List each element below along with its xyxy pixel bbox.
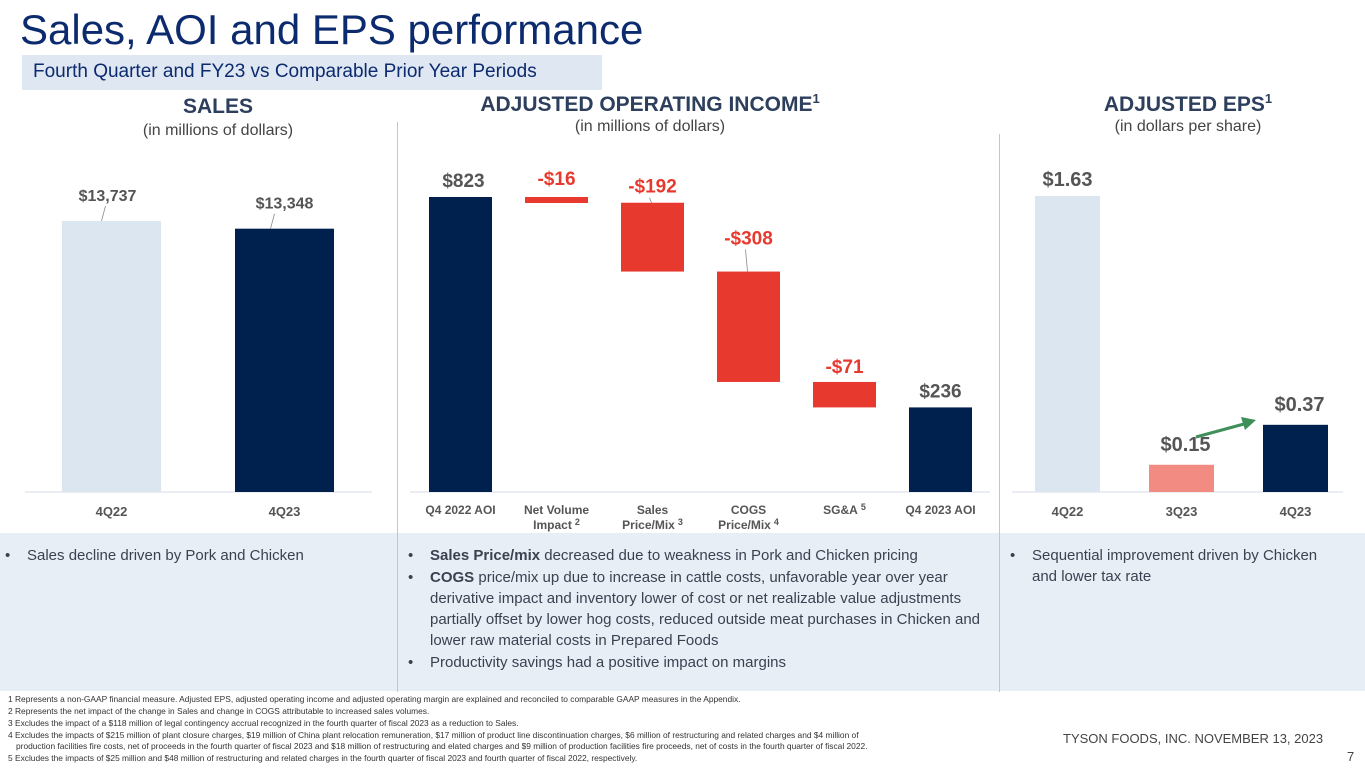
aoi-category-footnote-ref: 3: [678, 517, 683, 527]
aoi-value-label: -$16: [537, 169, 575, 190]
bullet-dot: •: [408, 569, 414, 586]
bullet-item: • Sales decline driven by Pork and Chicke…: [5, 545, 375, 566]
sales-bar: [235, 228, 334, 493]
sales-bullets: • Sales decline driven by Pork and Chicke…: [5, 545, 375, 567]
sales-value-label: $13,348: [256, 196, 314, 213]
bullet-text: Sales Price/mix decreased due to weaknes…: [430, 547, 918, 564]
eps-chart: $1.63 4Q22 $0.15 3Q23 $0.37 4Q23: [1012, 169, 1343, 519]
subtitle-banner: [22, 55, 602, 90]
eps-unit: (in dollars per share): [1114, 118, 1262, 135]
footnote-4-cont: production facilities fire costs, net of…: [16, 741, 868, 751]
aoi-bullets: • Sales Price/mix decreased due to weakne…: [408, 545, 988, 674]
aoi-label-leader: [745, 249, 748, 272]
aoi-category-label-line2: Impact 2: [533, 517, 580, 532]
aoi-value-label: $823: [442, 171, 484, 192]
eps-category-label: 3Q23: [1166, 504, 1198, 519]
company-date: TYSON FOODS, INC. NOVEMBER 13, 2023: [1063, 731, 1324, 746]
eps-value-label: $1.63: [1042, 169, 1092, 191]
bullet-item: • Sequential improvement driven by Chicke…: [1010, 545, 1340, 587]
aoi-delta-bar: [813, 381, 876, 408]
sales-value-label: $13,737: [79, 188, 137, 205]
bullet-text: Sequential improvement driven by Chicken…: [1032, 547, 1318, 585]
eps-category-label: 4Q23: [1280, 504, 1312, 519]
bullet-text: Productivity savings had a positive impa…: [430, 654, 787, 671]
aoi-category-label-line2: Price/Mix 4: [718, 517, 779, 532]
eps-heading: ADJUSTED EPS1: [1103, 91, 1273, 116]
sales-unit: (in millions of dollars): [142, 122, 294, 139]
bullet-item: • Sales Price/mix decreased due to weakne…: [408, 545, 988, 566]
eps-value-label: $0.37: [1274, 394, 1324, 416]
aoi-value-label: -$192: [628, 177, 677, 198]
sales-category-label: 4Q23: [269, 504, 301, 519]
sales-category-label: 4Q22: [96, 504, 128, 519]
sales-label-leader: [101, 205, 106, 222]
aoi-value-label: -$308: [724, 229, 773, 250]
aoi-category-label: Sales: [637, 503, 669, 517]
aoi-delta-bar: [717, 271, 780, 382]
bullet-item: • COGS price/mix up due to increase in ca…: [408, 567, 988, 651]
footnote-5: 5 Excludes the impacts of $25 million an…: [8, 753, 638, 763]
aoi-category-label: SG&A 5: [823, 502, 866, 517]
sales-label-leader: [270, 213, 275, 229]
eps-bullets: • Sequential improvement driven by Chicke…: [1010, 545, 1340, 588]
aoi-unit: (in millions of dollars): [574, 118, 726, 135]
charts-svg: $13,737 4Q22 $13,348 4Q23 $823 Q4 2022 AOI -$…: [25, 169, 1343, 532]
bullet-dot: •: [5, 547, 11, 564]
aoi-category-label: COGS: [731, 503, 766, 517]
aoi-delta-bar: [525, 197, 588, 203]
eps-bar: [1149, 464, 1214, 492]
bullet-dot: •: [408, 547, 414, 564]
eps-value-label: $0.15: [1160, 434, 1210, 456]
footnote-1: 1 Represents a non-GAAP financial measur…: [8, 694, 741, 704]
aoi-label-leader: [649, 197, 652, 203]
bullet-emphasis: Sales Price/mix: [430, 547, 541, 564]
page-title: Sales, AOI and EPS performance: [20, 6, 644, 53]
aoi-total-bar: [429, 197, 492, 492]
aoi-category-label: Q4 2023 AOI: [905, 503, 975, 517]
page-number: 7: [1347, 749, 1355, 764]
aoi-category-label: Net Volume: [524, 503, 589, 517]
bullet-dot: •: [408, 654, 414, 671]
aoi-delta-bar: [621, 202, 684, 272]
eps-bar: [1035, 196, 1100, 492]
aoi-category-label-line2: Price/Mix 3: [622, 517, 683, 532]
sales-chart: $13,737 4Q22 $13,348 4Q23: [25, 188, 372, 519]
bullet-text: Sales decline driven by Pork and Chicken: [27, 547, 304, 564]
bullet-emphasis: COGS: [430, 569, 475, 586]
footnote-2: 2 Represents the net impact of the chang…: [8, 706, 430, 716]
sales-bar: [62, 221, 161, 492]
bullet-text: COGS price/mix up due to increase in cat…: [430, 569, 981, 649]
commentary-band: [0, 533, 1365, 691]
aoi-category-footnote-ref: 4: [774, 517, 779, 527]
eps-bar: [1263, 424, 1328, 492]
aoi-value-label: -$71: [825, 357, 863, 378]
divider-left: [397, 122, 398, 692]
aoi-heading: ADJUSTED OPERATING INCOME1: [480, 91, 820, 116]
sales-heading: SALES: [182, 95, 253, 118]
bullet-dot: •: [1010, 547, 1016, 564]
bullet-item: • Productivity savings had a positive imp…: [408, 652, 988, 673]
aoi-category-footnote-ref: 5: [861, 502, 866, 512]
footnote-4: 4 Excludes the impacts of $215 million o…: [8, 730, 859, 740]
page-subtitle: Fourth Quarter and FY23 vs Comparable Pr…: [33, 61, 537, 82]
aoi-total-bar: [909, 407, 972, 492]
eps-improvement-arrow-icon: [1195, 417, 1256, 439]
footnote-3: 3 Excludes the impact of a $118 million …: [8, 718, 519, 728]
aoi-category-label: Q4 2022 AOI: [425, 503, 495, 517]
divider-right: [999, 134, 1000, 692]
eps-category-label: 4Q22: [1052, 504, 1084, 519]
aoi-category-footnote-ref: 2: [575, 517, 580, 527]
aoi-value-label: $236: [919, 381, 961, 402]
